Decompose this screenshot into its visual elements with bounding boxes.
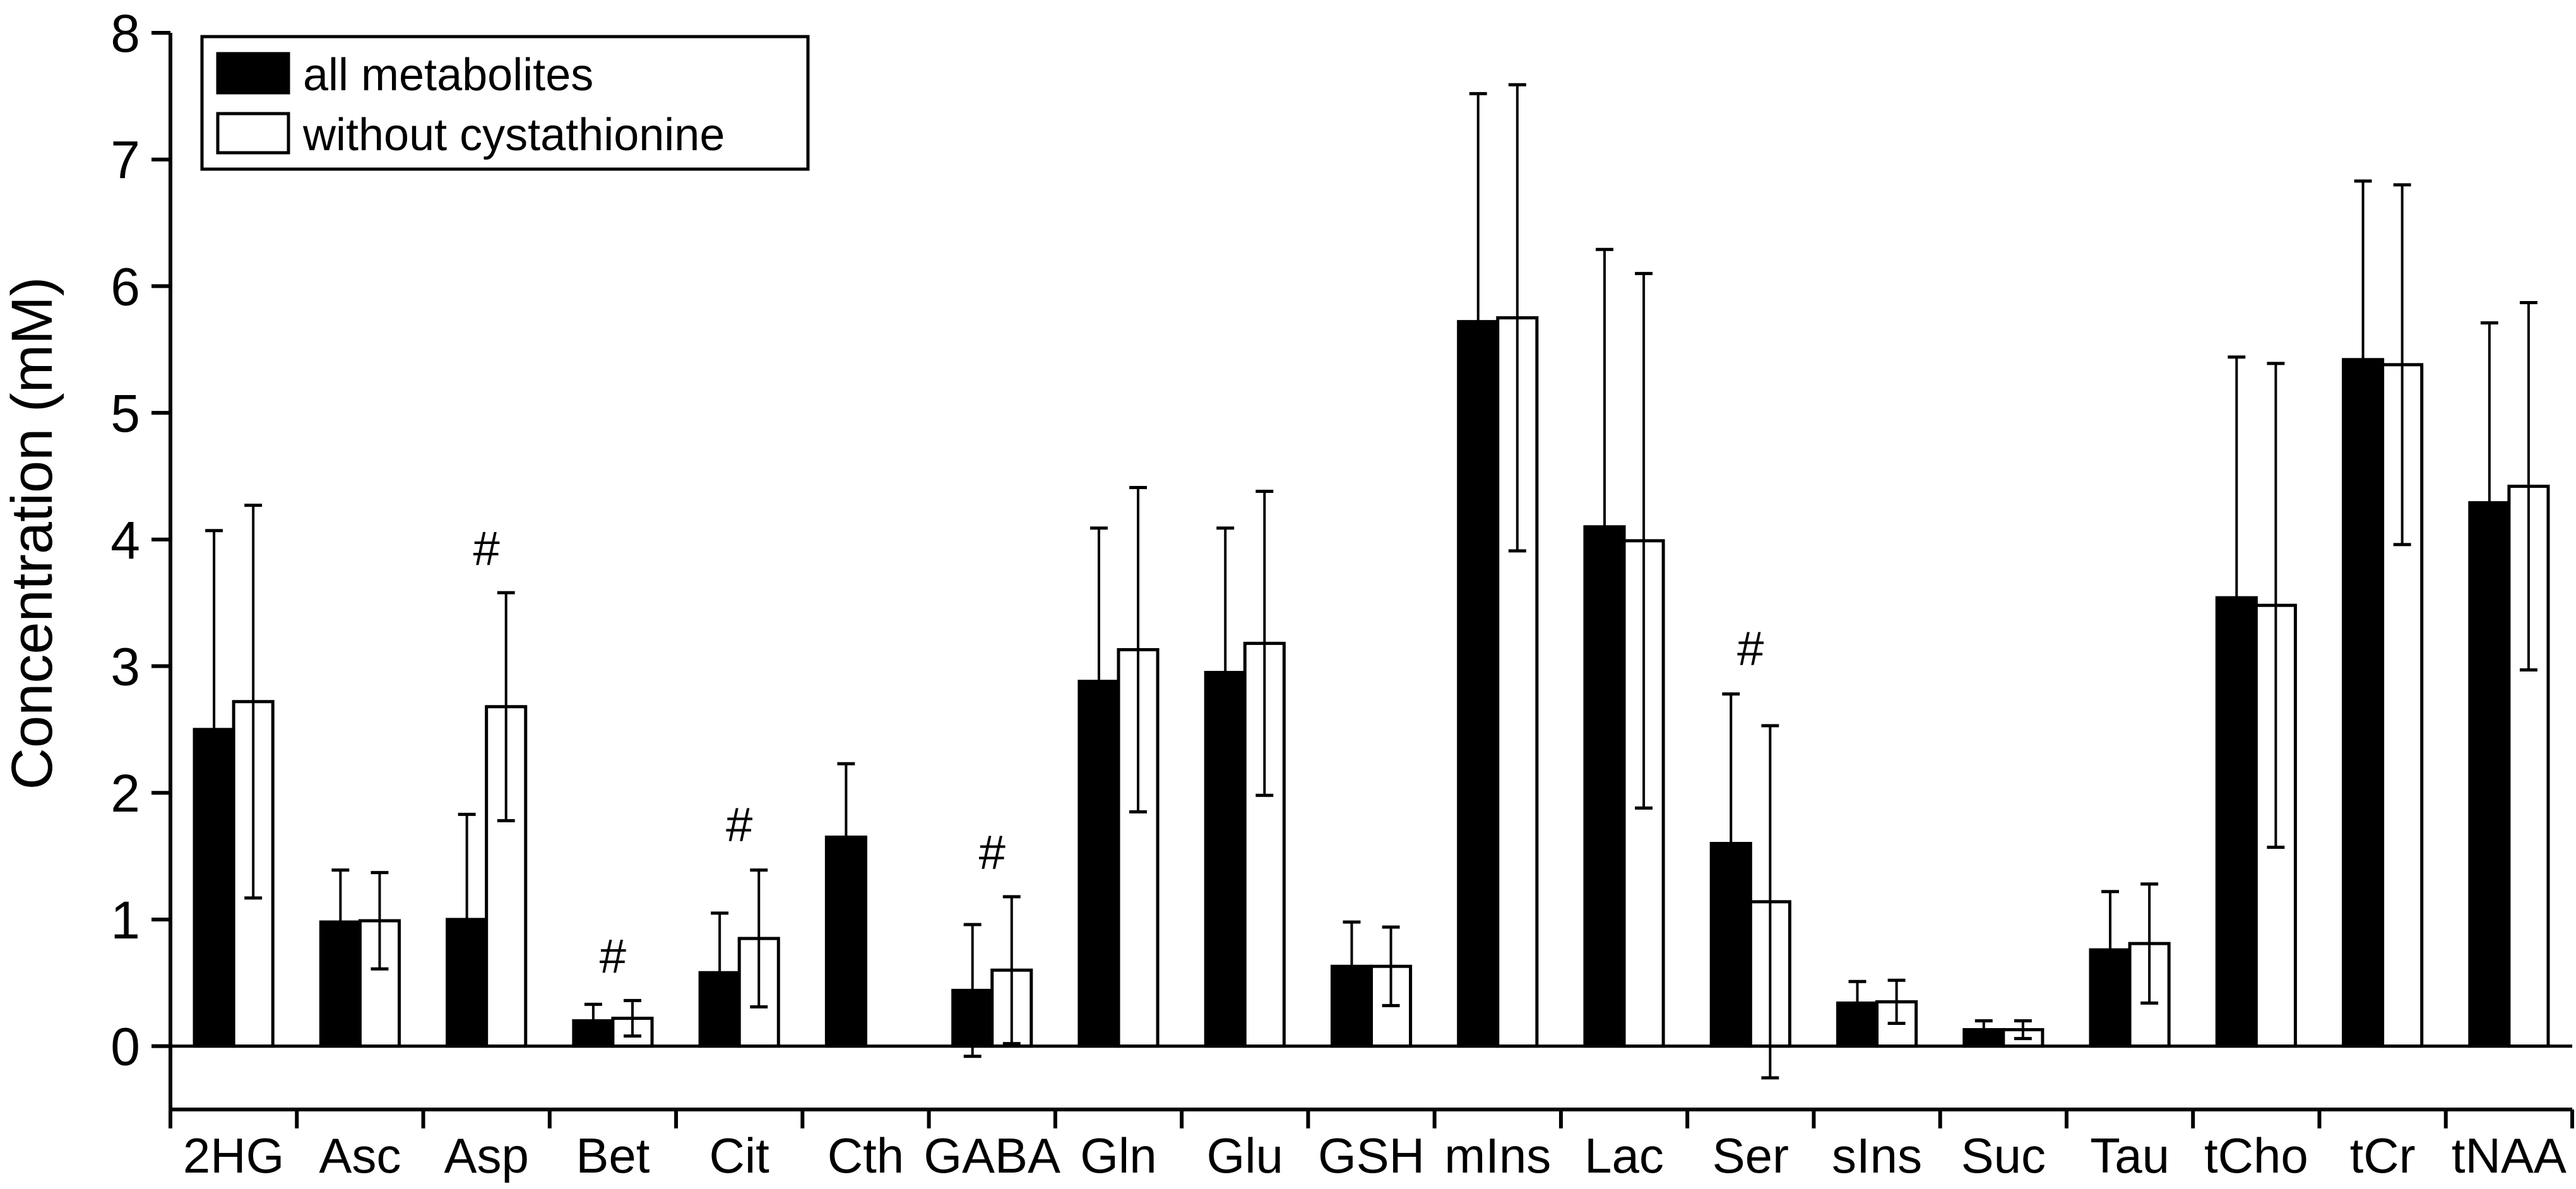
legend-label: all metabolites (303, 50, 593, 100)
significance-marker: # (979, 826, 1006, 880)
x-tick-label: tCr (2350, 1128, 2416, 1183)
bar-all-metabolites-cth (824, 835, 867, 1048)
legend-swatch-all-metabolites (216, 52, 290, 95)
bar-all-metabolites-sins (1836, 1001, 1879, 1048)
bar-all-metabolites-2hg (193, 728, 235, 1048)
bar-all-metabolites-suc (1962, 1028, 2005, 1048)
error-bars-layer (205, 83, 2537, 1080)
x-tick-label: Ser (1712, 1128, 1789, 1183)
x-tick-label: Tau (2090, 1128, 2169, 1183)
significance-marker: # (1737, 622, 1764, 676)
x-tick-label: Lac (1584, 1128, 1664, 1183)
x-tick-label: Asc (319, 1128, 401, 1183)
legend: all metabolites without cystathionine (200, 35, 810, 171)
bars-layer (193, 316, 2550, 1048)
bar-all-metabolites-tau (2089, 948, 2132, 1048)
x-tick-label: Cth (828, 1128, 904, 1183)
x-tick-label: GSH (1318, 1128, 1425, 1183)
y-tick-label: 4 (110, 511, 140, 570)
x-tick-label: Suc (1961, 1128, 2046, 1183)
x-tick-label: Bet (576, 1128, 650, 1183)
annotations-layer: # # # # # (473, 522, 1764, 983)
significance-marker: # (600, 930, 626, 983)
x-tick-label: tNAA (2452, 1128, 2567, 1183)
x-tick-label: sIns (1832, 1128, 1922, 1183)
y-axis-label: Concentration (mM) (0, 277, 64, 790)
x-tick-label: Gln (1080, 1128, 1156, 1183)
x-tick-label: mIns (1444, 1128, 1551, 1183)
x-tick-label: Asp (444, 1128, 528, 1183)
bar-all-metabolites-bet (572, 1019, 615, 1048)
x-tick-label: Glu (1207, 1128, 1283, 1183)
axes-layer: 0 1 2 3 4 5 6 7 8 2HG Asc Asp Bet Cit Cth GABA Gln Glu GSH… (110, 4, 2574, 1183)
bar-all-metabolites-tnaa (2468, 501, 2511, 1048)
legend-swatch-without-cystathionine (216, 112, 290, 155)
y-tick-label: 1 (110, 890, 140, 950)
bar-all-metabolites-asc (319, 920, 362, 1048)
bar-all-metabolites-tcho (2215, 596, 2258, 1048)
bar-all-metabolites-glu (1204, 671, 1247, 1048)
x-tick-label: Cit (709, 1128, 770, 1183)
legend-box (200, 35, 810, 171)
bar-all-metabolites-gln (1077, 680, 1120, 1048)
bar-all-metabolites-lac (1583, 525, 1626, 1048)
bar-all-metabolites-ser (1709, 842, 1752, 1048)
y-tick-label: 5 (110, 384, 140, 443)
y-tick-label: 3 (110, 637, 140, 697)
significance-marker: # (726, 798, 752, 852)
legend-label: without cystathionine (302, 110, 725, 160)
x-tick-label: tCho (2204, 1128, 2308, 1183)
y-tick-label: 8 (110, 4, 140, 63)
significance-marker: # (473, 522, 500, 576)
bar-all-metabolites-gsh (1330, 964, 1374, 1048)
y-tick-label: 0 (110, 1017, 140, 1077)
y-tick-label: 7 (110, 131, 140, 190)
y-tick-label: 2 (110, 764, 140, 823)
bar-all-metabolites-tcr (2342, 358, 2385, 1048)
bar-all-metabolites-asp (446, 918, 489, 1048)
y-tick-label: 6 (110, 257, 140, 316)
bar-all-metabolites-mins (1457, 320, 1500, 1048)
bar-all-metabolites-cit (698, 971, 741, 1048)
x-tick-label: 2HG (183, 1128, 284, 1183)
x-tick-label: GABA (923, 1128, 1060, 1183)
